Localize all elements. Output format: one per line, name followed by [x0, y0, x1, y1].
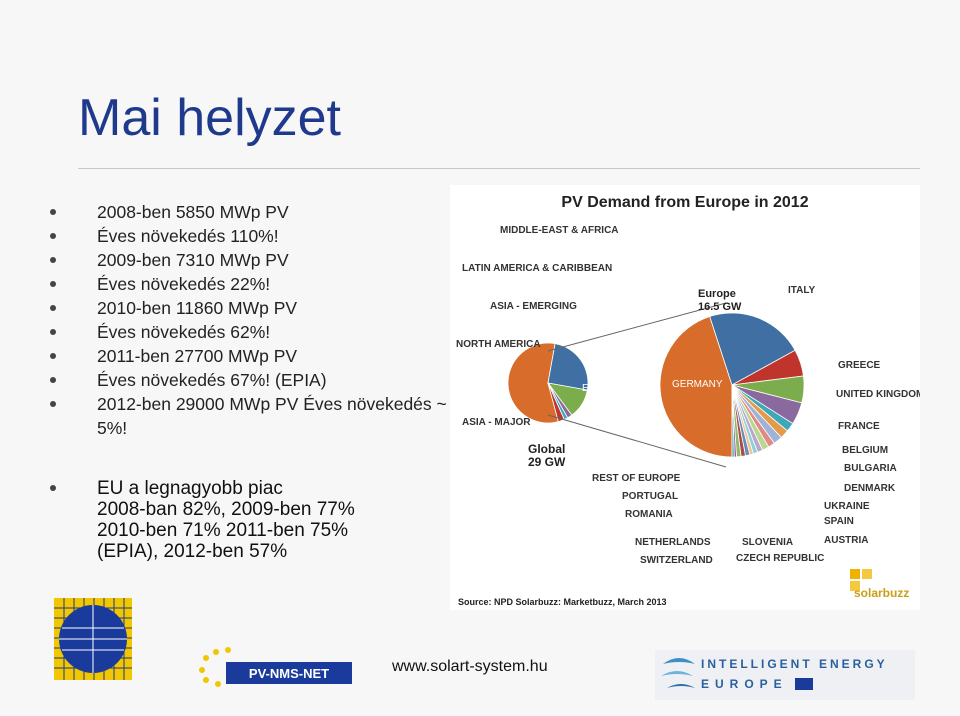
bullet-item: Éves növekedés 110%! — [50, 224, 450, 248]
pie-slice-italy — [709, 312, 796, 386]
bullet-item: 2010-ben 11860 MWp PV — [50, 296, 450, 320]
slice-label: FRANCE — [838, 421, 880, 432]
europe-labels: Europe 16.5 GW GERMANY — [672, 288, 742, 390]
slice-label: ROMANIA — [625, 509, 673, 520]
europe-side-labels: ITALY GREECE UNITED KINGDOM FRANCE BELGIUM BU… — [592, 285, 924, 566]
slice-label: UKRAINE — [824, 501, 870, 512]
eu-line: 2008-ban 82%, 2009-ben 77% — [97, 499, 355, 520]
slice-label: CZECH REPUBLIC — [736, 553, 824, 564]
chart-canvas: PV Demand from Europe in 2012 MIDDLE-EAS… — [456, 194, 924, 607]
slice-label: SPAIN — [824, 516, 854, 527]
solart-grid-logo — [54, 598, 132, 680]
iee-line2: EUROPE — [701, 677, 788, 691]
bullet-dot-icon — [50, 401, 56, 407]
global-total: 29 GW — [528, 455, 566, 469]
europe-label: Europe — [698, 288, 736, 300]
pie-slice-europe — [507, 342, 559, 424]
slice-label: MIDDLE-EAST & AFRICA — [500, 225, 619, 236]
bullet-dot-icon — [50, 257, 56, 263]
slide-title: Mai helyzet — [78, 89, 341, 147]
bullet-dot-icon — [50, 281, 56, 287]
slice-label: PORTUGAL — [622, 491, 678, 502]
connector-line — [547, 414, 727, 468]
slice-label: ASIA - EMERGING — [490, 301, 577, 312]
bullet-item: 2011-ben 27700 MWp PV — [50, 344, 450, 368]
slice-label: NORTH AMERICA — [456, 339, 541, 350]
global-labels: MIDDLE-EAST & AFRICA LATIN AMERICA & CAR… — [456, 225, 625, 469]
connector-line — [547, 302, 727, 352]
bullet-list: 2008-ben 5850 MWp PV Éves növekedés 110%… — [50, 200, 450, 440]
bullet-dot-icon — [50, 377, 56, 383]
bullet-dot-icon — [50, 209, 56, 215]
chart-title: PV Demand from Europe in 2012 — [561, 194, 808, 211]
pie-slice-germany — [659, 316, 733, 458]
bullet-dot-icon — [50, 233, 56, 239]
slice-label: SWITZERLAND — [640, 555, 713, 566]
slice-label: UNITED KINGDOM — [836, 389, 920, 400]
slice-label: NETHERLANDS — [635, 537, 711, 548]
slice-label: ITALY — [788, 285, 816, 296]
slice-label: LATIN AMERICA & CARIBBEAN — [462, 263, 612, 274]
pie-slice-asia-major — [547, 343, 589, 391]
slice-label: BULGARIA — [844, 463, 897, 474]
pv-demand-chart: PV Demand from Europe in 2012 MIDDLE-EAS… — [450, 185, 924, 610]
slice-label: BELGIUM — [842, 445, 888, 456]
eu-flag-icon — [795, 678, 813, 690]
slice-label: EUROPE — [582, 383, 625, 394]
europe-total: 16.5 GW — [698, 301, 742, 313]
pv-nms-net-logo: PV-NMS-NET — [199, 647, 352, 687]
solarbuzz-brand: solarbuzz — [854, 586, 909, 600]
iee-line1: INTELLIGENT ENERGY — [701, 657, 888, 671]
europe-pie — [659, 312, 805, 458]
bullet-item: Éves növekedés 67%! (EPIA) — [50, 368, 450, 392]
pie-slice-rest-of-europe — [731, 384, 735, 458]
eu-heading: EU a legnagyobb piac — [97, 478, 283, 499]
bullet-item: Éves növekedés 22%! — [50, 272, 450, 296]
global-pie — [507, 342, 589, 424]
slice-label: REST OF EUROPE — [592, 473, 681, 484]
slice-label: SLOVENIA — [742, 537, 793, 548]
global-label: Global — [528, 442, 565, 456]
pie-connector — [547, 302, 727, 468]
solarbuzz-logo: solarbuzz — [850, 569, 909, 600]
eu-line: (EPIA), 2012-ben 57% — [97, 541, 288, 562]
bullet-item: 2008-ben 5850 MWp PV — [50, 200, 450, 224]
slice-label: AUSTRIA — [824, 535, 868, 546]
bullet-dot-icon — [50, 329, 56, 335]
bullet-dot-icon — [50, 485, 56, 491]
eu-market-block: EU a legnagyobb piac 2008-ban 82%, 2009-… — [50, 478, 470, 562]
eu-line: 2010-ben 71% 2011-ben 75% — [97, 520, 349, 541]
slice-label: DENMARK — [844, 483, 896, 494]
bullet-item: 2012-ben 29000 MWp PV Éves növekedés ~ 5… — [50, 392, 450, 440]
bullet-dot-icon — [50, 353, 56, 359]
intelligent-energy-europe-logo: INTELLIGENT ENERGY EUROPE — [655, 650, 915, 700]
germany-inner-label: GERMANY — [672, 379, 723, 390]
bullet-item: 2009-ben 7310 MWp PV — [50, 248, 450, 272]
bullet-item: Éves növekedés 62%! — [50, 320, 450, 344]
title-divider — [78, 168, 920, 169]
pv-nms-net-label: PV-NMS-NET — [249, 666, 329, 681]
bullet-dot-icon — [50, 305, 56, 311]
slice-label: ASIA - MAJOR — [462, 417, 531, 428]
chart-source: Source: NPD Solarbuzz: Marketbuzz, March… — [458, 597, 667, 607]
website-link[interactable]: www.solart-system.hu — [392, 658, 548, 675]
slice-label: GREECE — [838, 360, 881, 371]
